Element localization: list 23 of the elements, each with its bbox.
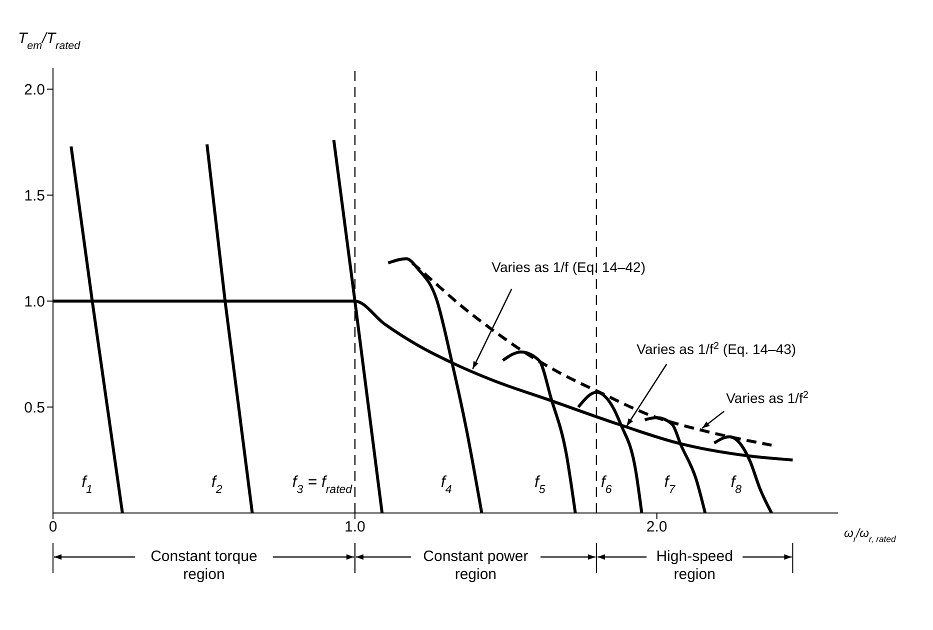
annotation: Varies as 1/f (Eq. 14–42) bbox=[492, 258, 646, 275]
series-label: f$_{1}$ bbox=[82, 474, 92, 496]
y-axis-title: T$_{em}$/T$_{rated}$ bbox=[18, 30, 82, 52]
text: Constant power region bbox=[423, 548, 528, 583]
annotation: Varies as 1/f$^{2}$ (Eq. 14–43) bbox=[636, 340, 796, 358]
x-tick-label: 1.0 bbox=[344, 518, 366, 536]
text: High-speed region bbox=[656, 548, 733, 583]
x-tick-label: 0 bbox=[48, 518, 58, 536]
y-tick-label: 1.0 bbox=[24, 293, 45, 310]
y-tick-label: 0.5 bbox=[24, 399, 45, 416]
y-tick-label: 2.0 bbox=[24, 82, 45, 99]
series-label: f$_{4}$ bbox=[440, 474, 452, 496]
series-label: f$_{8}$ bbox=[730, 474, 742, 496]
series-label: f$_{3}$ = f$_{rated}$ bbox=[292, 474, 353, 496]
text: Constant torque region bbox=[150, 548, 258, 583]
x-axis-title: ω$_{r}$/ω$_{r, rated}$ bbox=[844, 526, 897, 544]
series-label: f$_{7}$ bbox=[664, 474, 676, 496]
series-label: f$_{2}$ bbox=[211, 474, 223, 496]
annotation: Varies as 1/f$^{2}$ bbox=[726, 390, 809, 406]
series-label: f$_{5}$ bbox=[534, 474, 546, 496]
x-tick-label: 2.0 bbox=[646, 518, 668, 536]
y-tick-label: 1.5 bbox=[24, 187, 45, 204]
series-label: f$_{6}$ bbox=[600, 474, 612, 496]
